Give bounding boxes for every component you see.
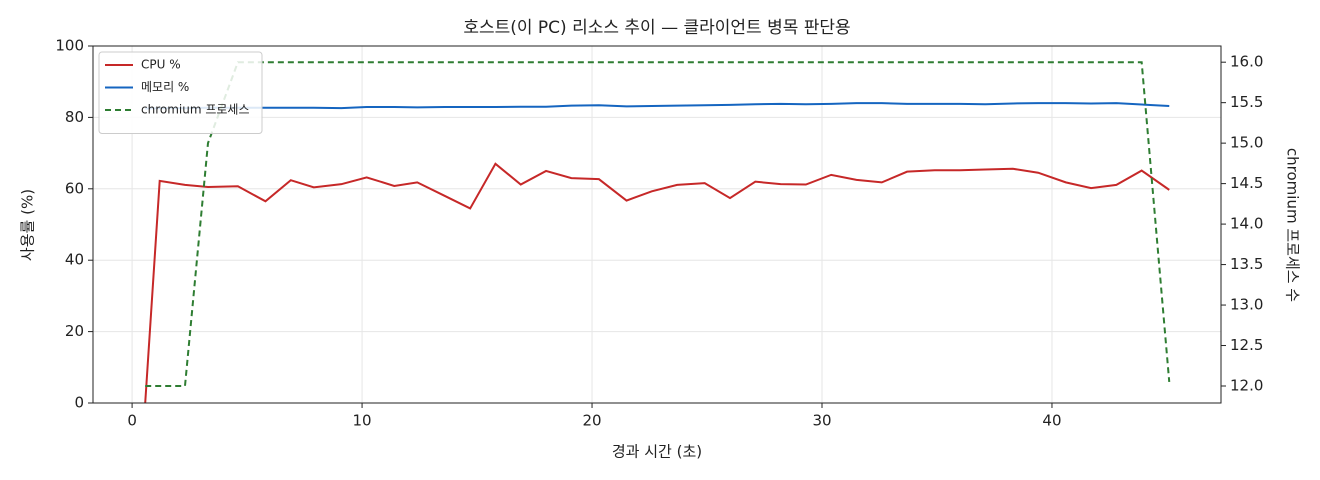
y2-tick-label: 12.5 bbox=[1230, 336, 1263, 354]
legend-box bbox=[98, 51, 263, 134]
legend-label: 메모리 % bbox=[141, 80, 189, 94]
y2-tick-label: 16.0 bbox=[1230, 53, 1263, 71]
legend-label: chromium 프로세스 bbox=[141, 103, 250, 117]
y2-tick-label: 13.5 bbox=[1230, 255, 1263, 273]
y-tick-label: 60 bbox=[65, 179, 84, 197]
y2-tick-label: 13.0 bbox=[1230, 296, 1263, 314]
y2-tick-label: 15.5 bbox=[1230, 93, 1263, 111]
y2-axis-label: chromium 프로세스 수 bbox=[1284, 148, 1302, 302]
plot-frame bbox=[92, 45, 1222, 404]
x-tick-label: 10 bbox=[353, 412, 372, 430]
y-tick-label: 80 bbox=[65, 108, 84, 126]
y2-tick-label: 14.0 bbox=[1230, 215, 1263, 233]
y-tick-label: 20 bbox=[65, 322, 84, 340]
y-tick-label: 100 bbox=[55, 37, 84, 55]
x-axis-label: 경과 시간 (초) bbox=[612, 443, 702, 461]
x-tick-label: 40 bbox=[1042, 412, 1061, 430]
y-axis-label: 사용률 (%) bbox=[19, 189, 37, 261]
series-line bbox=[145, 102, 1170, 110]
y2-tick-label: 15.0 bbox=[1230, 134, 1263, 152]
y2-tick-label: 12.0 bbox=[1230, 377, 1263, 395]
series-line bbox=[145, 61, 1171, 387]
y-tick-label: 0 bbox=[74, 394, 84, 412]
x-tick-label: 0 bbox=[127, 412, 137, 430]
series-line bbox=[144, 162, 1170, 403]
x-tick-label: 30 bbox=[812, 412, 831, 430]
x-tick-label: 20 bbox=[582, 412, 601, 430]
legend-label: CPU % bbox=[141, 58, 181, 72]
y-tick-label: 40 bbox=[65, 251, 84, 269]
chart-title: 호스트(이 PC) 리소스 추이 — 클라이언트 병목 판단용 bbox=[463, 18, 850, 38]
y2-tick-label: 14.5 bbox=[1230, 174, 1263, 192]
